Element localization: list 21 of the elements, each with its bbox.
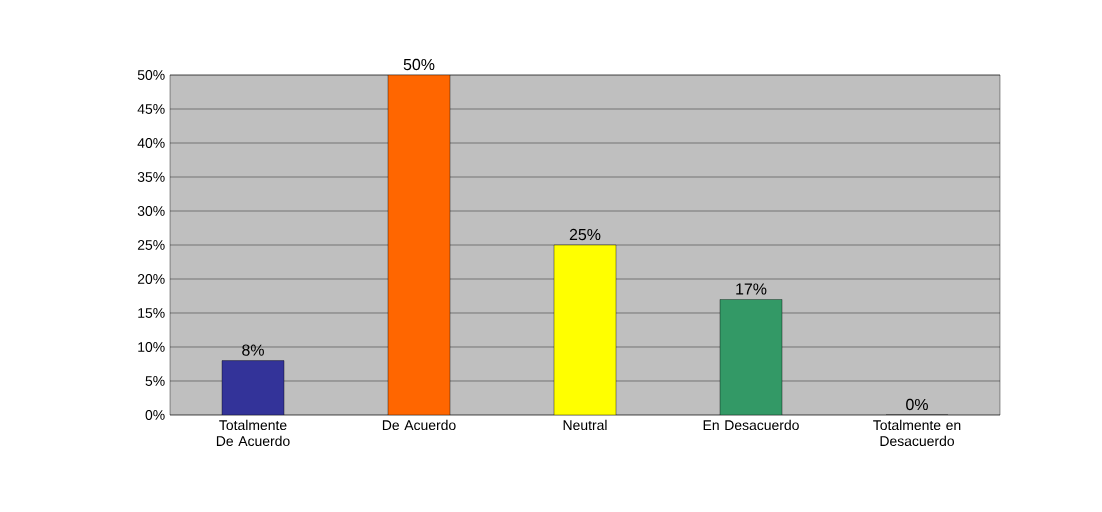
data-label: 50% bbox=[403, 58, 435, 71]
data-label: 25% bbox=[569, 228, 601, 241]
x-tick-label: En Desacuerdo bbox=[703, 419, 799, 431]
y-tick-label: 30% bbox=[137, 206, 165, 216]
y-tick-label: 20% bbox=[137, 274, 165, 284]
data-label: 0% bbox=[906, 398, 928, 411]
y-tick-label: 35% bbox=[137, 172, 165, 182]
y-tick-label: 50% bbox=[137, 70, 165, 80]
data-label: 17% bbox=[736, 283, 767, 295]
x-tick-label: Totalmente en Desacuerdo bbox=[873, 419, 961, 447]
y-tick-label: 15% bbox=[138, 308, 165, 318]
y-tick-label: 10% bbox=[138, 342, 165, 352]
data-label: 8% bbox=[242, 344, 264, 356]
x-tick-label: Neutral bbox=[563, 419, 607, 431]
x-tick-label: De Acuerdo bbox=[382, 419, 456, 431]
y-tick-label: 0% bbox=[145, 410, 165, 420]
y-tick-label: 40% bbox=[137, 138, 165, 148]
y-tick-label: 5% bbox=[145, 376, 165, 386]
y-tick-label: 45% bbox=[137, 104, 165, 114]
y-tick-label: 25% bbox=[137, 240, 165, 250]
x-tick-label: Totalmente De Acuerdo bbox=[216, 419, 290, 447]
